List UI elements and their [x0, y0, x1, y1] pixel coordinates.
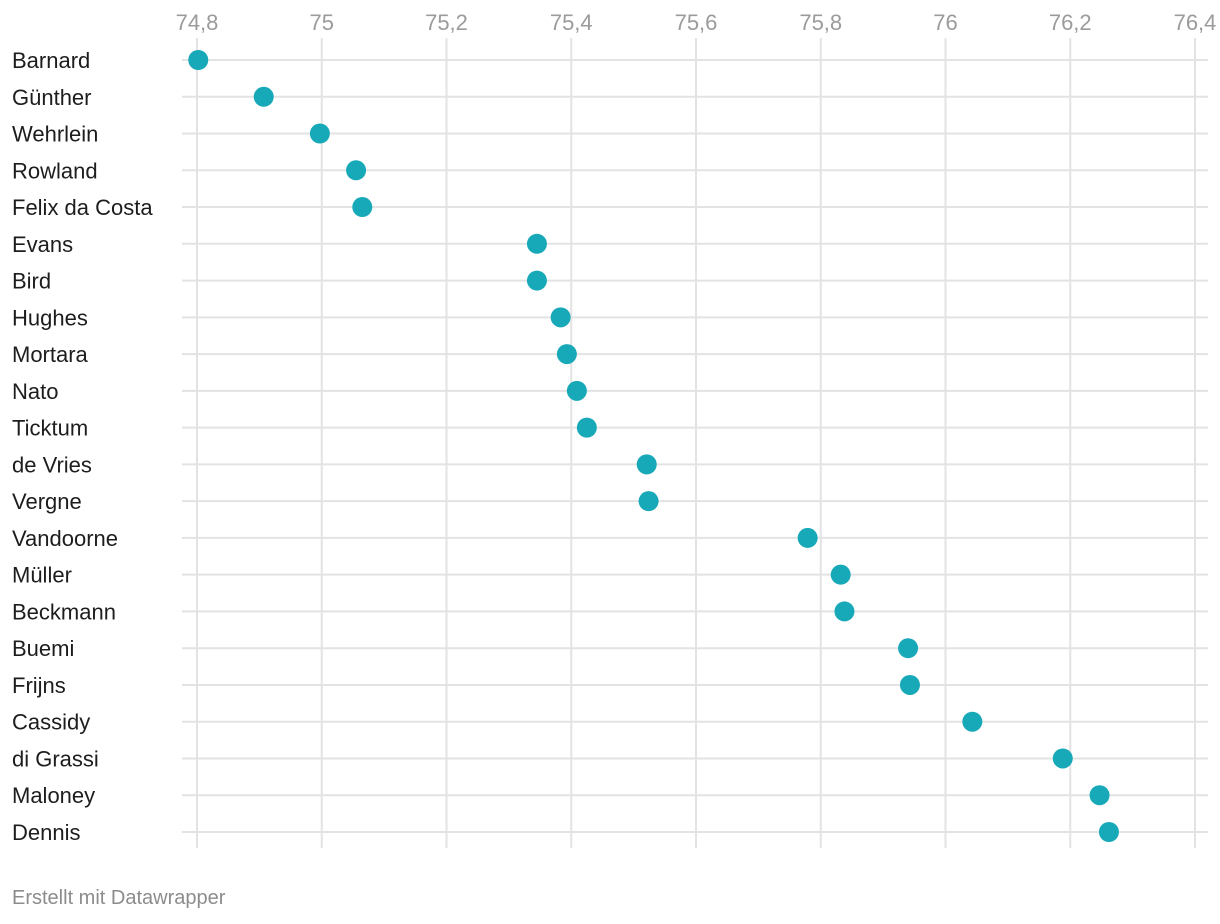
x-tick-label: 75,8	[799, 10, 842, 35]
data-point[interactable]	[962, 711, 983, 732]
row-label: Buemi	[12, 636, 74, 661]
row-label: Cassidy	[12, 710, 90, 735]
row-label: Ticktum	[12, 416, 88, 441]
row-label: Günther	[12, 85, 92, 110]
x-tick-label: 75,6	[675, 10, 718, 35]
x-tick-label: 76,2	[1049, 10, 1092, 35]
x-tick-label: 75,2	[425, 10, 468, 35]
data-point[interactable]	[834, 601, 855, 622]
row-label: Vandoorne	[12, 526, 118, 551]
x-tick-label: 75,4	[550, 10, 593, 35]
row-labels: Barnard Günther Wehrlein Rowland Felix da Co…	[12, 48, 153, 845]
x-tick-label: 75	[310, 10, 334, 35]
data-point[interactable]	[309, 123, 330, 144]
data-point[interactable]	[638, 491, 659, 512]
row-label: Frijns	[12, 673, 66, 698]
row-label: Wehrlein	[12, 122, 98, 147]
data-point[interactable]	[188, 50, 209, 70]
data-point[interactable]	[576, 417, 597, 438]
x-tick-label: 76	[933, 10, 957, 35]
data-point[interactable]	[253, 86, 274, 107]
data-point[interactable]	[636, 454, 657, 475]
row-label: Evans	[12, 232, 73, 257]
gridlines	[182, 38, 1208, 848]
row-label: di Grassi	[12, 746, 99, 771]
row-label: Barnard	[12, 48, 90, 73]
x-axis-tick-labels: 74,8 75 75,2 75,4 75,6 75,8 76 76,2 76,4	[176, 10, 1217, 35]
row-label: Müller	[12, 563, 72, 588]
data-point[interactable]	[550, 307, 571, 328]
data-point[interactable]	[1052, 748, 1073, 769]
row-label: Hughes	[12, 305, 88, 330]
x-tick-label: 76,4	[1174, 10, 1217, 35]
row-label: Maloney	[12, 783, 95, 808]
row-label: Mortara	[12, 342, 89, 367]
row-label: Bird	[12, 269, 51, 294]
data-point[interactable]	[556, 344, 577, 365]
data-point[interactable]	[352, 197, 373, 218]
data-point[interactable]	[526, 233, 547, 254]
datawrapper-credit: Erstellt mit Datawrapper	[12, 887, 226, 909]
data-point[interactable]	[1089, 785, 1110, 806]
data-point[interactable]	[797, 527, 818, 548]
data-point[interactable]	[899, 674, 920, 695]
data-point[interactable]	[346, 160, 367, 181]
x-tick-label: 74,8	[176, 10, 219, 35]
row-label: Felix da Costa	[12, 195, 153, 220]
data-point[interactable]	[830, 564, 851, 585]
row-label: Vergne	[12, 489, 82, 514]
row-label: Rowland	[12, 158, 98, 183]
data-point[interactable]	[566, 380, 587, 401]
row-label: de Vries	[12, 452, 92, 477]
dot-plot-chart: 74,8 75 75,2 75,4 75,6 75,8 76 76,2 76,4 Barnard…	[12, 10, 1217, 848]
row-label: Dennis	[12, 820, 80, 845]
data-point[interactable]	[898, 638, 919, 659]
row-label: Beckmann	[12, 599, 116, 624]
data-points	[188, 50, 1119, 842]
data-point[interactable]	[526, 270, 547, 291]
data-point[interactable]	[1098, 822, 1119, 842]
row-label: Nato	[12, 379, 58, 404]
